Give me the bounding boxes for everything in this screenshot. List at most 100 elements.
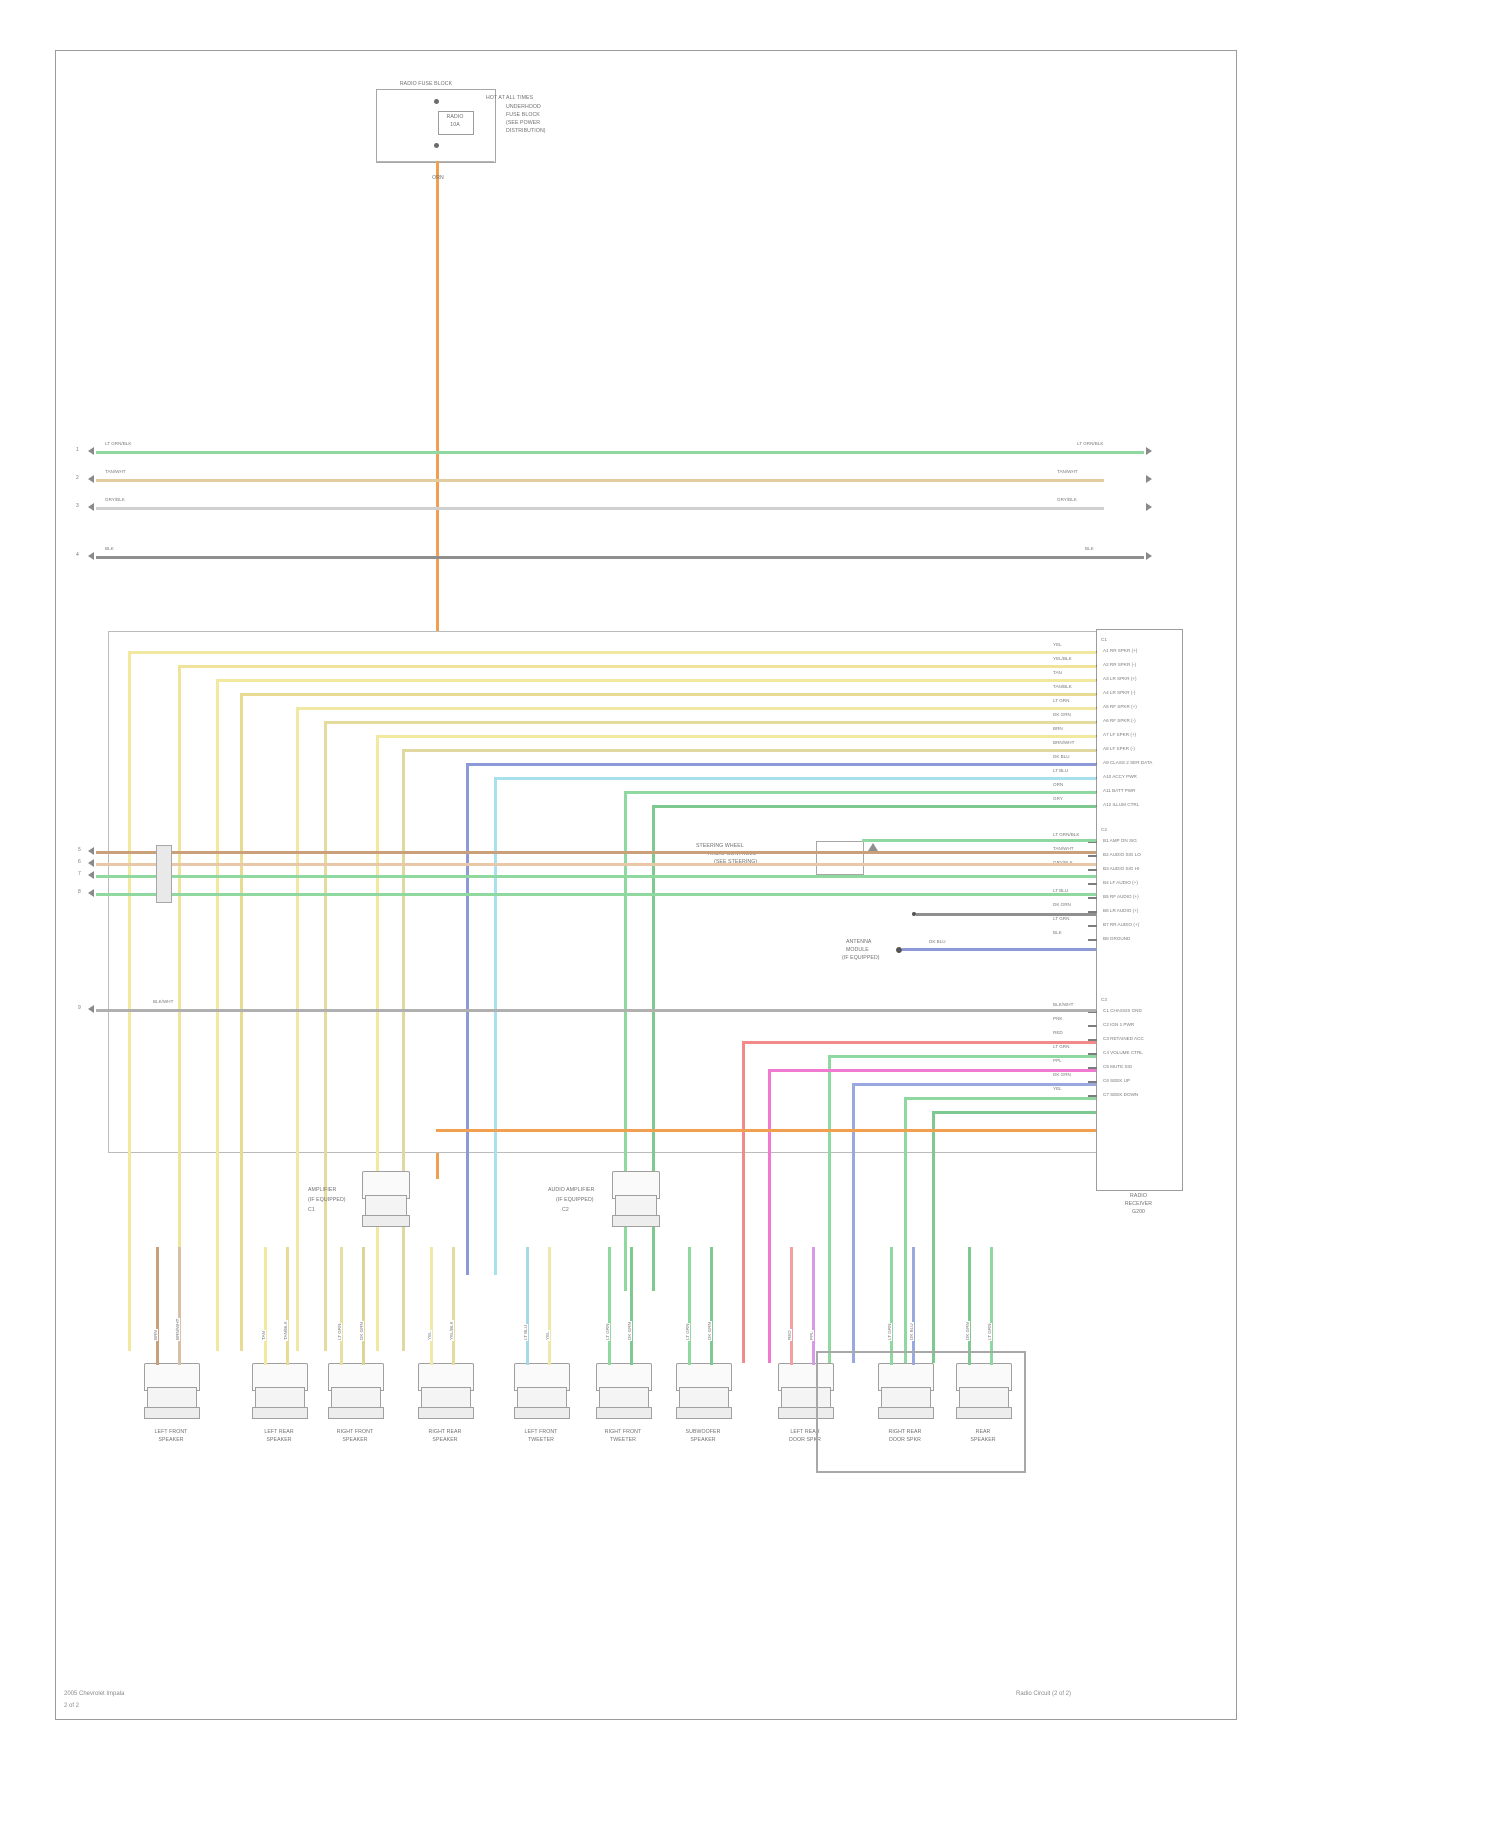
wire-c2-b1	[862, 839, 1096, 842]
speaker-connector[interactable]	[328, 1363, 384, 1419]
speaker-connector[interactable]	[878, 1363, 934, 1419]
speaker-wire-code: TAN/BLK	[283, 1320, 288, 1341]
connector-base	[596, 1407, 652, 1419]
speaker-label-line-2: DOOR SPKR	[888, 1437, 922, 1443]
lower-bus-label: BLK/WHT	[152, 999, 175, 1004]
diode-box-line-1: ANTENNA	[846, 939, 872, 945]
speaker-connector[interactable]	[514, 1363, 570, 1419]
speaker-label-line-2: SPEAKER	[690, 1437, 716, 1443]
amp-left-connector-shell	[362, 1171, 410, 1199]
speaker-label-line-2: SPEAKER	[342, 1437, 368, 1443]
wire-c1-a3	[216, 679, 1096, 682]
module-pin-desc: B1 AMP ON SIG	[1102, 838, 1138, 843]
module-pin-desc: B6 LR AUDIO (+)	[1102, 908, 1140, 913]
wire-c3-c5ppl-drop	[768, 1069, 771, 1363]
fuse-note-3: (SEE POWER	[506, 120, 541, 126]
ground-note-label-1: G200	[1131, 1209, 1146, 1215]
speaker-wire	[340, 1247, 343, 1365]
bus-right-label-1: LT GRN/BLK	[1076, 441, 1105, 446]
connector-base	[252, 1407, 308, 1419]
speaker-label-line-1: RIGHT REAR	[888, 1429, 922, 1435]
connector-base	[878, 1407, 934, 1419]
module-pin-desc: C3 RETAINED ACC	[1102, 1036, 1145, 1041]
wire-c1-a3-drop	[216, 679, 219, 1351]
mid-bus-arrow-6	[88, 859, 94, 867]
wire-c3-c4grn	[828, 1055, 1096, 1058]
bus-pin-4: 4	[76, 552, 79, 558]
fuse-element	[438, 111, 474, 135]
speaker-connector[interactable]	[676, 1363, 732, 1419]
connector-base	[778, 1407, 834, 1419]
bus-wire-4	[96, 556, 1144, 559]
wire-c1-a6-drop	[324, 721, 327, 1351]
speaker-label-line-1: RIGHT FRONT	[604, 1429, 642, 1435]
speaker-wire	[688, 1247, 691, 1365]
mid-bus-wire-7	[96, 875, 1096, 878]
diagram-sheet: RADIO FUSE BLOCK HOT AT ALL TIMES RADIO …	[55, 50, 1237, 1720]
speaker-wire-code: DK GRN	[359, 1321, 364, 1341]
wire-c3-c8grn	[932, 1111, 1096, 1114]
mid-bus-pin-5: 5	[78, 847, 81, 853]
wire-c1-a2	[178, 665, 1096, 668]
module-pin-desc: A11 BATT PWR	[1102, 788, 1137, 793]
diode-box-line-2: MODULE	[846, 947, 869, 953]
bus-arrow-left-1	[88, 447, 94, 455]
switch-box	[816, 841, 864, 875]
module-pin-wire-code: GRY/BLK	[1052, 860, 1074, 865]
mid-bus-wire-6	[96, 863, 1096, 866]
module-pin-desc: A3 LR SPKR (+)	[1102, 676, 1138, 681]
bus-right-label-4: BLK	[1084, 546, 1095, 551]
speaker-label-line-1: RIGHT REAR	[428, 1429, 462, 1435]
wire-c1-a2-drop	[178, 665, 181, 1351]
left-inline-connector	[156, 845, 172, 903]
diode-node	[896, 947, 902, 953]
module-pin-bar	[1088, 897, 1097, 899]
connector-base	[328, 1407, 384, 1419]
module-pin-desc: B8 GROUND	[1102, 936, 1132, 941]
speaker-label-line-1: LEFT REAR	[264, 1429, 294, 1435]
speaker-connector[interactable]	[778, 1363, 834, 1419]
wire-c3-c3red-drop	[742, 1041, 745, 1363]
footer-left-text: 2005 Chevrolet Impala	[64, 1691, 125, 1697]
speaker-wire	[790, 1247, 793, 1365]
wire-c1-a8-drop	[402, 749, 405, 1351]
speaker-connector[interactable]	[596, 1363, 652, 1419]
amp-right-connector-base	[612, 1215, 660, 1227]
module-pin-wire-code: TAN/BLK	[1052, 684, 1073, 689]
connector-base	[676, 1407, 732, 1419]
amp-right-title-2: (IF EQUIPPED)	[556, 1197, 594, 1203]
mid-bus-pin-6: 6	[78, 859, 81, 865]
ground-bracket-top	[816, 1351, 1026, 1353]
speaker-label-line-2: SPEAKER	[158, 1437, 184, 1443]
module-pin-desc: A6 RF SPKR (-)	[1102, 718, 1137, 723]
switch-box-title-3: (SEE STEERING)	[714, 859, 758, 865]
speaker-wire	[990, 1247, 993, 1365]
module-pin-desc: C7 SEEK DOWN	[1102, 1092, 1140, 1097]
wire-c1-a1-drop	[128, 651, 131, 1351]
module-pin-bar	[1088, 869, 1097, 871]
module-connector-label: C2	[1100, 827, 1108, 832]
bus-pin-1: 1	[76, 447, 79, 453]
speaker-wire-code: LT GRN	[987, 1322, 992, 1341]
module-pin-desc: A7 LF SPKR (+)	[1102, 732, 1138, 737]
speaker-connector[interactable]	[956, 1363, 1012, 1419]
bus-pin-2: 2	[76, 475, 79, 481]
module-pin-wire-code: LT GRN	[1052, 698, 1071, 703]
wire-c1-a9	[466, 763, 1096, 766]
speaker-connector[interactable]	[252, 1363, 308, 1419]
lower-bus-arrow	[88, 1005, 94, 1013]
speaker-label-line-2: DOOR SPKR	[788, 1437, 822, 1443]
speaker-connector[interactable]	[418, 1363, 474, 1419]
wire-orange-to-module	[436, 1129, 1096, 1132]
speaker-wire	[430, 1247, 433, 1365]
speaker-wire-code: LT GRN	[685, 1322, 690, 1341]
connector-base	[144, 1407, 200, 1419]
wire-c1-a6	[324, 721, 1096, 724]
module-pin-bar	[1088, 1025, 1097, 1027]
speaker-connector[interactable]	[144, 1363, 200, 1419]
wire-c1-a12	[652, 805, 1096, 808]
module-connector-label: C3	[1100, 997, 1108, 1002]
wire-c3-c7grn-drop	[904, 1097, 907, 1363]
module-pin-bar	[1088, 883, 1097, 885]
